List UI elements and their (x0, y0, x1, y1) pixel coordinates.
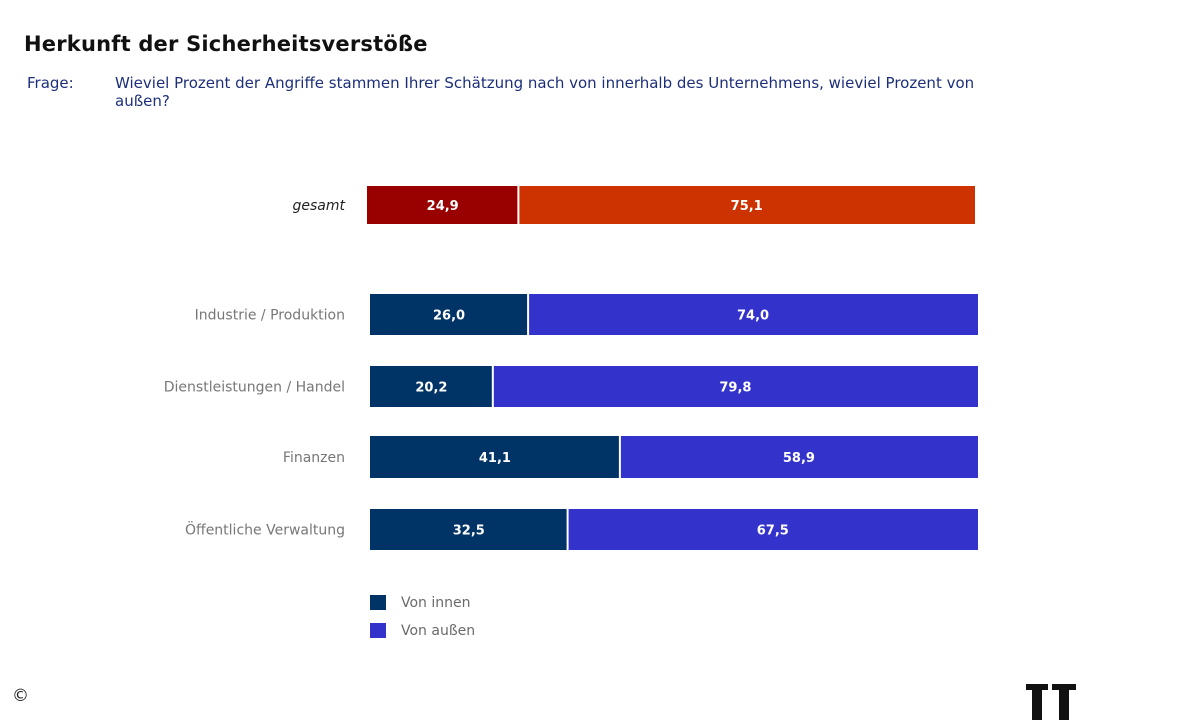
bar-segment-inner (367, 186, 518, 224)
legend-swatch (370, 623, 386, 638)
category-label: gesamt (293, 198, 346, 214)
bar-segment-outer (568, 509, 978, 550)
data-label-outer: 74,0 (737, 309, 769, 324)
bar-segment-inner (370, 509, 567, 550)
legend-swatch (370, 595, 386, 610)
bar-segment-outer (620, 436, 978, 478)
category-label: Öffentliche Verwaltung (185, 521, 345, 539)
bar-segment-inner (370, 436, 619, 478)
logo-icon (1026, 684, 1078, 720)
question-label: Frage: (27, 74, 74, 92)
data-label-inner: 32,5 (453, 524, 485, 539)
data-label-outer: 67,5 (757, 524, 789, 539)
data-label-inner: 41,1 (479, 451, 511, 466)
chart-title: Herkunft der Sicherheitsverstöße (24, 32, 428, 56)
bar-segment-outer (519, 186, 975, 224)
legend-label: Von außen (401, 623, 475, 639)
copyright-icon: © (12, 686, 29, 706)
bar-segment-inner (370, 294, 528, 335)
question-text: Wieviel Prozent der Angriffe stammen Ihr… (115, 74, 975, 110)
bar-segment-outer (529, 294, 978, 335)
category-label: Dienstleistungen / Handel (164, 380, 345, 396)
data-label-inner: 20,2 (415, 381, 447, 396)
data-label-inner: 24,9 (427, 199, 459, 214)
category-label: Finanzen (283, 450, 345, 466)
data-label-outer: 58,9 (783, 451, 815, 466)
data-label-outer: 79,8 (719, 381, 751, 396)
data-label-inner: 26,0 (433, 309, 465, 324)
data-label-outer: 75,1 (731, 199, 763, 214)
bar-segment-inner (370, 366, 492, 407)
legend-label: Von innen (401, 595, 471, 611)
bar-segment-outer (493, 366, 978, 407)
category-label: Industrie / Produktion (195, 308, 345, 324)
